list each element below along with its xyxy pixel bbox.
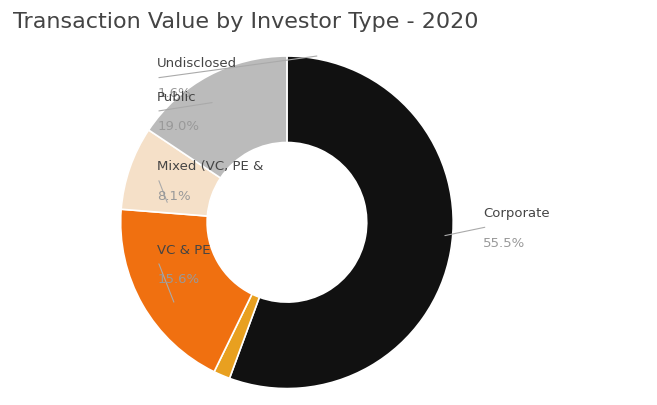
Text: 1.6%: 1.6% — [157, 87, 191, 100]
Text: 15.6%: 15.6% — [157, 273, 199, 286]
Text: Corporate: Corporate — [483, 207, 550, 220]
Wedge shape — [121, 131, 221, 217]
Text: 8.1%: 8.1% — [157, 190, 191, 202]
Text: Mixed (VC, PE &: Mixed (VC, PE & — [157, 160, 263, 173]
Wedge shape — [148, 57, 287, 179]
Text: VC & PE: VC & PE — [157, 243, 211, 256]
Wedge shape — [121, 210, 252, 372]
Text: 55.5%: 55.5% — [483, 236, 526, 249]
Wedge shape — [214, 294, 260, 378]
Text: Undisclosed: Undisclosed — [157, 57, 237, 70]
Wedge shape — [229, 57, 453, 389]
Text: Public: Public — [157, 90, 197, 103]
Text: 19.0%: 19.0% — [157, 120, 199, 133]
Text: Transaction Value by Investor Type - 2020: Transaction Value by Investor Type - 202… — [13, 12, 479, 32]
